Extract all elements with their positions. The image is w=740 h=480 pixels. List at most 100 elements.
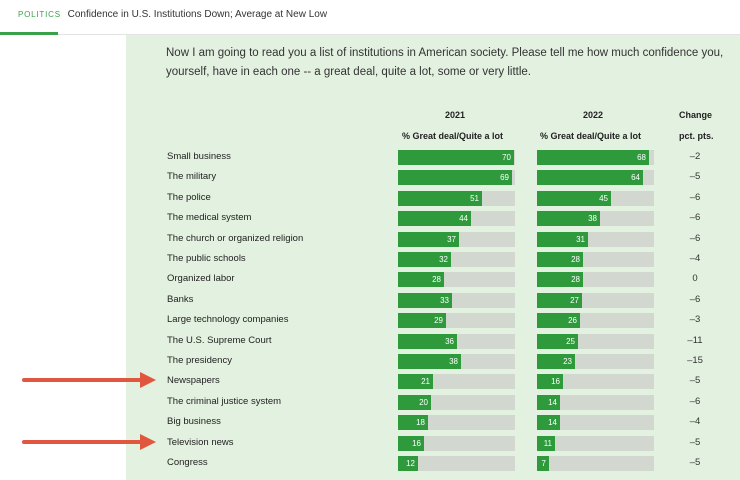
change-value-the-police: –6 [689, 191, 701, 203]
column-year-2022: 2022 [583, 110, 604, 120]
bar-track-2021 [398, 435, 515, 451]
bar-value-label: 21 [421, 377, 430, 387]
column-change: Change [679, 110, 713, 120]
bar-2022-the-medical-system [537, 211, 600, 227]
bar-2021-the-u-s-supreme-court [398, 333, 457, 349]
breadcrumb: POLITICS Confidence in U.S. Institutions… [18, 9, 327, 20]
bar-value-label: 38 [588, 214, 597, 224]
bar-value-label: 14 [548, 418, 557, 428]
arrow-newspapers-icon [22, 372, 156, 388]
change-value-the-u-s-supreme-court: –11 [687, 334, 703, 346]
bar-value-label: 68 [637, 153, 646, 162]
change-value-small-business: –2 [689, 151, 701, 162]
row-label-the-criminal-justice-system: The criminal justice system [167, 395, 282, 407]
bar-value-label: 31 [576, 234, 585, 244]
bar-2021-television-news [398, 435, 424, 451]
row-label-newspapers: Newspapers [167, 375, 220, 387]
bar-value-label: 44 [459, 214, 468, 224]
section-link[interactable]: POLITICS [18, 10, 61, 19]
row-label-the-military: The military [167, 171, 217, 183]
bar-track-2022 [537, 456, 654, 471]
bar-2021-the-medical-system [398, 211, 471, 227]
bar-track-2022 [537, 374, 654, 390]
change-value-the-church-or-organized-religion: –6 [689, 232, 701, 244]
bar-2022-banks [537, 292, 582, 308]
bar-value-label: 64 [631, 173, 640, 183]
bar-2021-the-police [398, 190, 482, 206]
bar-value-label: 16 [551, 377, 560, 387]
column-subheader-2022: % Great deal/Quite a lot [540, 131, 642, 141]
row-label-organized-labor: Organized labor [167, 273, 235, 285]
question-text: Now I am going to read you a list of ins… [166, 47, 724, 78]
bar-value-label: 33 [440, 295, 449, 305]
bar-value-label: 28 [571, 255, 580, 264]
change-value-the-criminal-justice-system: –6 [689, 395, 701, 407]
row-label-the-u-s-supreme-court: The U.S. Supreme Court [167, 334, 272, 346]
bar-value-label: 69 [500, 173, 509, 183]
row-label-television-news: Television news [167, 436, 234, 448]
bar-value-label: 12 [406, 459, 415, 468]
bar-2022-the-church-or-organized-religion [537, 231, 588, 247]
row-label-the-medical-system: The medical system [167, 212, 252, 224]
row-label-the-public-schools: The public schools [167, 253, 246, 264]
bar-2021-banks [398, 292, 452, 308]
bar-track-2022 [537, 415, 654, 431]
bar-value-label: 20 [419, 397, 428, 407]
bar-track-2022 [537, 435, 654, 451]
bar-value-label: 26 [568, 316, 577, 326]
change-value-the-presidency: –15 [687, 355, 703, 366]
bar-value-label: 18 [416, 418, 425, 428]
top-bar: POLITICS Confidence in U.S. Institutions… [0, 0, 740, 35]
bar-2021-congress [398, 456, 418, 471]
bar-value-label: 27 [570, 295, 579, 305]
arrow-television-news-icon [22, 434, 156, 450]
column-subheader-change: pct. pts. [679, 131, 714, 141]
bar-value-label: 51 [470, 193, 479, 203]
column-year-2021: 2021 [445, 110, 466, 120]
row-label-small-business: Small business [167, 151, 231, 162]
bar-value-label: 70 [502, 153, 511, 162]
bar-2021-large-technology-companies [398, 313, 446, 329]
bar-track-2021 [398, 456, 515, 471]
bar-value-label: 45 [599, 193, 608, 203]
bar-track-2022 [537, 394, 654, 410]
change-value-television-news: –5 [689, 436, 701, 448]
bar-value-label: 32 [439, 255, 448, 264]
row-label-the-police: The police [167, 191, 211, 203]
change-value-the-military: –5 [689, 171, 701, 183]
bar-2021-big-business [398, 415, 428, 431]
bar-2022-television-news [537, 435, 555, 451]
row-label-banks: Banks [167, 293, 194, 305]
bar-2022-small-business [537, 150, 649, 165]
change-value-the-public-schools: –4 [689, 253, 701, 264]
bar-2022-the-police [537, 190, 611, 206]
bar-2021-newspapers [398, 374, 433, 390]
bar-value-label: 38 [449, 357, 458, 366]
bar-2022-congress [537, 456, 549, 471]
row-label-big-business: Big business [167, 416, 221, 428]
bar-value-label: 36 [445, 336, 454, 346]
change-value-large-technology-companies: –3 [689, 314, 701, 326]
bar-2022-the-criminal-justice-system [537, 394, 560, 410]
change-value-organized-labor: 0 [692, 273, 698, 285]
row-label-the-church-or-organized-religion: The church or organized religion [167, 232, 304, 244]
change-value-newspapers: –5 [689, 375, 701, 387]
bar-2022-organized-labor [537, 272, 583, 288]
bar-2022-the-u-s-supreme-court [537, 333, 578, 349]
column-subheader-2021: % Great deal/Quite a lot [402, 131, 504, 141]
bar-value-label: 29 [434, 316, 443, 326]
bar-2021-small-business [398, 150, 514, 165]
bar-2022-newspapers [537, 374, 563, 390]
change-value-congress: –5 [689, 457, 701, 468]
change-value-the-medical-system: –6 [689, 212, 701, 224]
bar-value-label: 28 [432, 275, 441, 285]
row-label-large-technology-companies: Large technology companies [167, 314, 289, 326]
bar-value-label: 25 [566, 336, 575, 346]
bar-2022-large-technology-companies [537, 313, 580, 329]
bar-2021-the-military [398, 170, 512, 186]
bar-2022-the-presidency [537, 354, 575, 369]
bar-2021-the-public-schools [398, 252, 451, 267]
row-label-the-presidency: The presidency [167, 355, 232, 366]
change-value-banks: –6 [689, 293, 701, 305]
bar-value-label: 16 [412, 438, 421, 448]
